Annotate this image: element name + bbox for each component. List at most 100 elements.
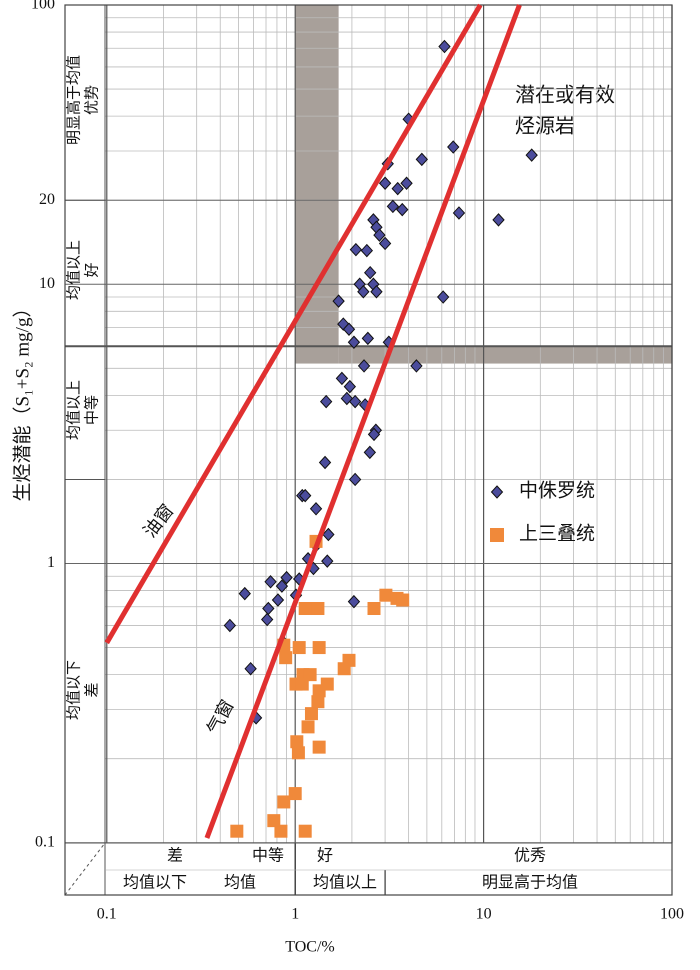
point bbox=[271, 593, 285, 607]
y-zone-label: 优势 bbox=[83, 85, 100, 115]
point bbox=[436, 290, 450, 304]
x-zone-label: 中等 bbox=[252, 847, 284, 865]
point bbox=[386, 199, 400, 214]
point bbox=[223, 618, 237, 633]
point bbox=[396, 593, 410, 607]
y-zone-label: 中等 bbox=[82, 395, 100, 425]
point bbox=[262, 601, 275, 616]
x-tick-label: 0.1 bbox=[97, 906, 117, 923]
point bbox=[264, 575, 277, 589]
point bbox=[322, 527, 335, 542]
legend-label: 中侏罗统 bbox=[519, 479, 595, 501]
point bbox=[319, 394, 333, 409]
y-zone-label: 好 bbox=[83, 262, 100, 277]
point bbox=[230, 824, 244, 838]
x-zone-label: 均值 bbox=[224, 874, 256, 892]
point bbox=[343, 379, 357, 394]
point bbox=[299, 488, 312, 503]
point bbox=[373, 228, 386, 242]
point bbox=[447, 140, 460, 154]
point bbox=[295, 677, 309, 691]
point bbox=[274, 824, 288, 838]
point bbox=[288, 787, 302, 801]
x-zone-label: 均值以上 bbox=[313, 874, 377, 892]
point bbox=[275, 579, 289, 593]
x-zone-label: 均值以下 bbox=[123, 874, 187, 892]
point bbox=[342, 322, 356, 336]
point bbox=[301, 720, 315, 734]
point bbox=[452, 206, 466, 220]
point bbox=[410, 359, 423, 373]
point bbox=[292, 641, 306, 655]
frame bbox=[64, 4, 673, 896]
point bbox=[438, 39, 451, 54]
point bbox=[348, 472, 362, 487]
y-zone-label: 差 bbox=[83, 682, 100, 697]
point bbox=[349, 242, 363, 257]
point bbox=[367, 602, 381, 616]
point bbox=[347, 335, 361, 349]
point bbox=[378, 236, 392, 251]
point bbox=[238, 586, 251, 601]
window-line bbox=[204, 4, 522, 839]
point bbox=[244, 661, 257, 676]
x-zone-label: 差 bbox=[167, 847, 183, 865]
point bbox=[361, 331, 375, 346]
point bbox=[312, 641, 326, 655]
y-axis-label: 生烃潜能（S₁+S₂ mg/g） bbox=[11, 299, 33, 502]
point bbox=[280, 570, 293, 585]
y-zone-label: 均值以上 bbox=[65, 240, 82, 300]
point bbox=[367, 427, 381, 442]
y-tick-label: 0.1 bbox=[35, 833, 55, 850]
y-tick-label: 20 bbox=[39, 191, 55, 208]
point bbox=[311, 695, 325, 709]
point bbox=[363, 445, 377, 460]
point bbox=[318, 455, 332, 470]
point bbox=[304, 707, 318, 721]
point bbox=[309, 502, 323, 516]
point bbox=[400, 176, 413, 190]
point bbox=[332, 294, 345, 308]
x-axis-label: TOC/% bbox=[285, 939, 334, 956]
point bbox=[415, 152, 429, 167]
point bbox=[379, 588, 393, 602]
x-zone-label: 好 bbox=[317, 847, 333, 865]
point bbox=[335, 371, 349, 386]
point bbox=[279, 651, 293, 665]
point bbox=[492, 213, 505, 227]
point bbox=[391, 181, 404, 196]
point bbox=[267, 814, 281, 828]
point bbox=[298, 602, 312, 616]
x-zone-label: 明显高于均值 bbox=[482, 874, 578, 892]
point bbox=[378, 176, 392, 190]
point bbox=[348, 394, 362, 409]
legend-marker bbox=[490, 528, 504, 542]
x-tick-label: 1 bbox=[291, 906, 299, 923]
x-tick-label: 100 bbox=[660, 906, 684, 923]
annotation: 烃源岩 bbox=[515, 115, 575, 138]
y-tick-label: 1 bbox=[47, 554, 55, 571]
point bbox=[311, 602, 325, 616]
annotation: 潜在或有效 bbox=[515, 84, 615, 107]
point bbox=[347, 594, 361, 609]
y-tick-label: 100 bbox=[31, 0, 55, 13]
point bbox=[357, 359, 371, 373]
band bbox=[338, 346, 672, 364]
point bbox=[360, 243, 374, 258]
y-tick-label: 10 bbox=[39, 275, 55, 292]
y-zone-label: 明显高于均值 bbox=[65, 55, 82, 145]
x-tick-label: 10 bbox=[476, 906, 492, 923]
point bbox=[321, 554, 334, 568]
x-zone-label: 优秀 bbox=[514, 847, 546, 865]
legend-marker bbox=[490, 485, 504, 499]
window-line bbox=[104, 3, 483, 645]
line-label: 气窗 bbox=[203, 697, 238, 738]
point bbox=[260, 612, 274, 627]
point bbox=[277, 795, 291, 809]
legend-label: 上三叠统 bbox=[519, 522, 595, 544]
point bbox=[370, 285, 383, 299]
y-zone-label: 均值以下 bbox=[65, 660, 82, 720]
point bbox=[298, 824, 312, 838]
